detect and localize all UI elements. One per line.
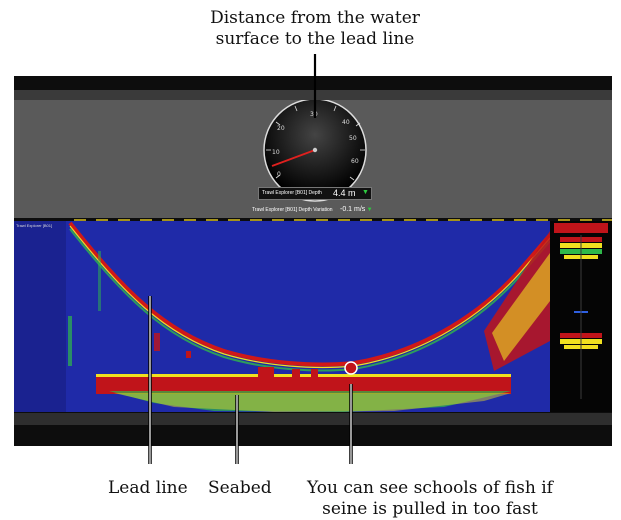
fish-school-2 [292, 369, 300, 379]
gauge-hub [312, 147, 318, 153]
variation-status-arrow-icon: ▼ [366, 207, 373, 213]
depth-separator [74, 219, 612, 221]
depth-readout: Trawl Explorer [B01] Depth 4.4 m ▼ [258, 187, 372, 200]
gauge-panel: 0 10 20 30 40 50 60 Trawl Explorer [B01]… [14, 100, 612, 218]
echogram-label: Trawl Explorer [B01] [16, 223, 53, 228]
lead-line-trace [68, 221, 550, 367]
seabed-band [96, 376, 511, 394]
gauge-tick-20: 20 [277, 125, 285, 132]
caption-fish-line1: You can see schools of fish if [307, 478, 553, 498]
variation-value: -0.1 m/s [339, 206, 366, 213]
gauge-tick-30: 30 [310, 111, 318, 118]
status-bar [14, 413, 612, 425]
color-scale-sidebar [550, 221, 612, 412]
depth-status-arrow-icon: ▼ [362, 189, 369, 196]
caption-water-surface-distance: Distance from the water surface to the l… [180, 8, 450, 50]
echogram-history-column [14, 221, 66, 412]
caption-fish-line2: seine is pulled in too fast [322, 499, 538, 519]
fish-school-1 [258, 367, 274, 379]
depth-readout-value: 4.4 m [333, 188, 356, 198]
gauge-tick-50: 50 [349, 135, 357, 142]
depth-gauge: 0 10 20 30 40 50 60 [263, 100, 367, 202]
caption-seabed: Seabed [208, 478, 272, 498]
echogram-plot [14, 221, 550, 412]
echogram: Trawl Explorer [B01] [14, 221, 550, 412]
fish-school-highlight [344, 361, 358, 375]
variation-readout: Trawl Explorer [B01] Depth Variation -0.… [252, 206, 373, 213]
color-scale [554, 223, 608, 399]
gauge-tick-marks [266, 102, 365, 181]
gauge-tick-60: 60 [351, 158, 359, 165]
caption-top-line2: surface to the lead line [215, 29, 415, 49]
variation-label: Trawl Explorer [B01] Depth Variation [252, 207, 333, 213]
gauge-tick-0: 0 [277, 171, 281, 178]
caption-lead-line: Lead line [108, 478, 188, 498]
fish-school-3 [311, 369, 318, 379]
gauge-tick-10: 10 [272, 149, 280, 156]
gauge-needle [271, 149, 316, 167]
top-toolbar [14, 90, 612, 100]
depth-readout-label: Trawl Explorer [B01] Depth [262, 190, 322, 196]
caption-fish-schools: You can see schools of fish if seine is … [290, 478, 570, 520]
gauge-tick-40: 40 [342, 119, 350, 126]
sonar-screen: 0 10 20 30 40 50 60 Trawl Explorer [B01]… [14, 76, 612, 446]
caption-top-line1: Distance from the water [210, 8, 420, 28]
